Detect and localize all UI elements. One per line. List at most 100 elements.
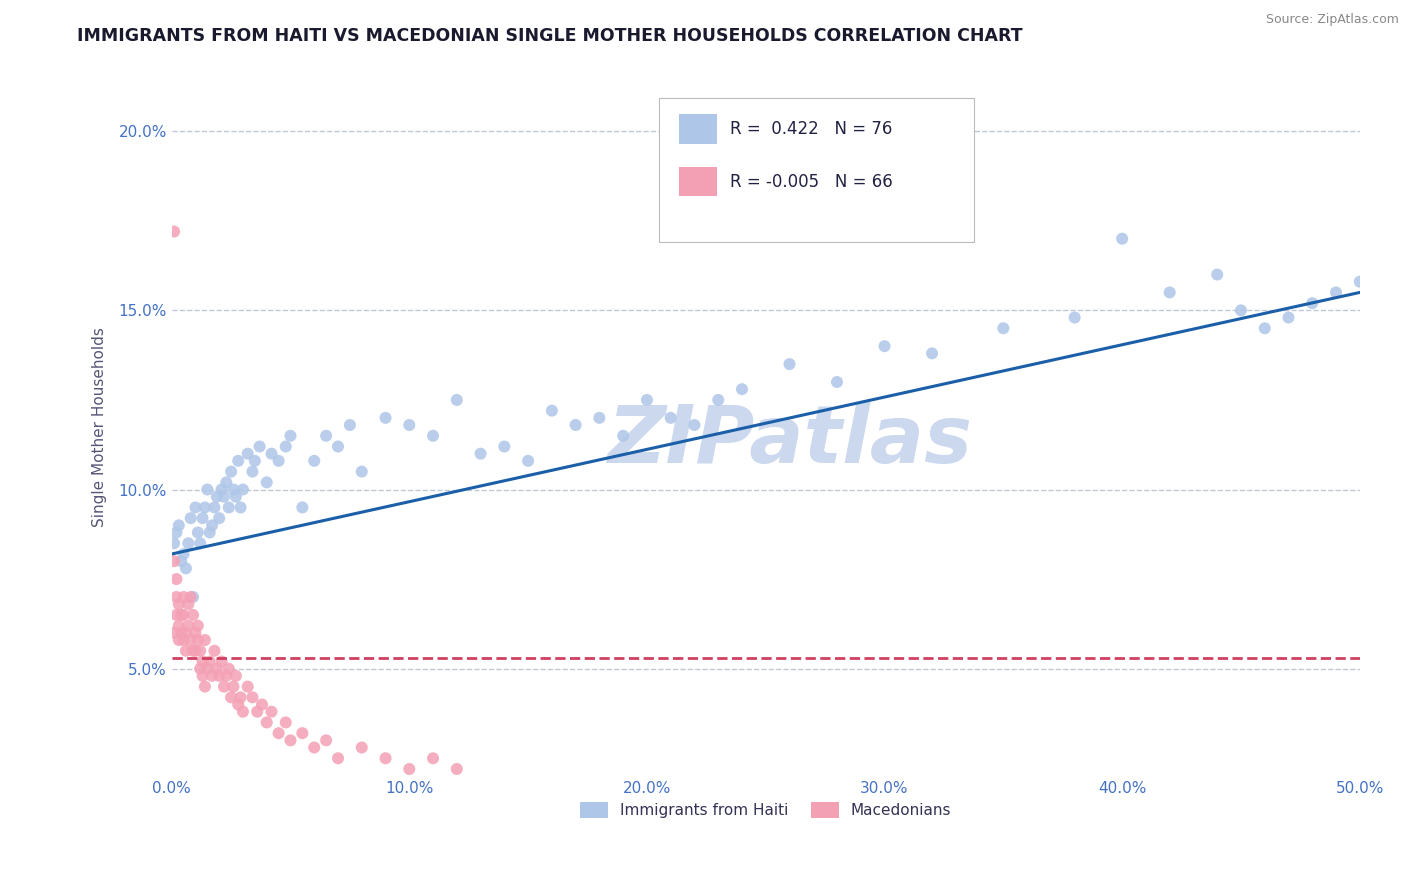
Point xyxy=(242,465,264,479)
Point xyxy=(446,392,468,407)
Point xyxy=(165,607,187,622)
Point xyxy=(170,554,193,568)
Point xyxy=(184,625,207,640)
Point xyxy=(256,715,278,730)
Point xyxy=(1111,232,1133,246)
Point xyxy=(173,590,195,604)
Point xyxy=(249,440,271,454)
Point xyxy=(541,403,564,417)
Point xyxy=(274,440,297,454)
Point xyxy=(1063,310,1085,325)
Point xyxy=(825,375,848,389)
Point xyxy=(201,518,224,533)
Point xyxy=(398,417,420,432)
Point xyxy=(707,392,730,407)
Point xyxy=(198,525,221,540)
Point xyxy=(205,490,228,504)
Point xyxy=(779,357,801,371)
Point xyxy=(225,669,247,683)
Point xyxy=(242,690,264,705)
Point xyxy=(211,655,233,669)
Point xyxy=(188,662,211,676)
Point xyxy=(470,447,492,461)
Point xyxy=(167,597,190,611)
Point xyxy=(1348,275,1371,289)
Point xyxy=(612,429,634,443)
Point xyxy=(165,572,187,586)
Point xyxy=(280,429,302,443)
Point xyxy=(229,500,252,515)
Point xyxy=(180,511,202,525)
Point xyxy=(204,500,226,515)
Point xyxy=(1254,321,1277,335)
Y-axis label: Single Mother Households: Single Mother Households xyxy=(93,326,107,527)
Text: IMMIGRANTS FROM HAITI VS MACEDONIAN SINGLE MOTHER HOUSEHOLDS CORRELATION CHART: IMMIGRANTS FROM HAITI VS MACEDONIAN SING… xyxy=(77,27,1024,45)
FancyBboxPatch shape xyxy=(659,98,973,242)
Point xyxy=(163,225,186,239)
Text: ZIPatlas: ZIPatlas xyxy=(607,401,972,480)
Point xyxy=(256,475,278,490)
Point xyxy=(374,751,396,765)
Point xyxy=(398,762,420,776)
Point xyxy=(315,429,337,443)
Point xyxy=(517,454,540,468)
Point xyxy=(187,632,209,647)
Point xyxy=(201,669,224,683)
Point xyxy=(180,632,202,647)
Point xyxy=(198,655,221,669)
Point xyxy=(304,740,326,755)
Point xyxy=(167,618,190,632)
Point xyxy=(350,740,373,755)
Point xyxy=(170,625,193,640)
Point xyxy=(173,632,195,647)
Point xyxy=(304,454,326,468)
Point xyxy=(167,518,190,533)
Text: R =  0.422   N = 76: R = 0.422 N = 76 xyxy=(730,120,893,138)
Point xyxy=(339,417,361,432)
Point xyxy=(422,751,444,765)
Point xyxy=(315,733,337,747)
Point xyxy=(194,680,217,694)
Point xyxy=(236,680,259,694)
Text: R = -0.005   N = 66: R = -0.005 N = 66 xyxy=(730,172,893,191)
Point xyxy=(212,680,235,694)
Bar xyxy=(679,114,717,144)
Point xyxy=(636,392,658,407)
Point xyxy=(274,715,297,730)
Point xyxy=(191,511,214,525)
Point xyxy=(208,669,231,683)
Point xyxy=(194,632,217,647)
Point xyxy=(1277,310,1299,325)
Point xyxy=(246,705,269,719)
Point xyxy=(236,447,259,461)
Point xyxy=(326,751,349,765)
Point xyxy=(446,762,468,776)
Point xyxy=(683,417,706,432)
Point xyxy=(174,625,197,640)
Point xyxy=(494,440,516,454)
Point xyxy=(173,607,195,622)
Point xyxy=(422,429,444,443)
Point xyxy=(267,726,290,740)
Point xyxy=(219,690,242,705)
Point xyxy=(291,726,314,740)
Point xyxy=(181,590,204,604)
Point xyxy=(219,465,242,479)
Bar xyxy=(679,167,717,196)
Point xyxy=(177,536,200,550)
Point xyxy=(191,669,214,683)
Point xyxy=(174,561,197,575)
Point xyxy=(659,410,682,425)
Point xyxy=(165,525,187,540)
Point xyxy=(250,698,273,712)
Point xyxy=(243,454,266,468)
Point xyxy=(205,662,228,676)
Point xyxy=(225,490,247,504)
Point xyxy=(188,536,211,550)
Point xyxy=(291,500,314,515)
Point xyxy=(260,705,283,719)
Point xyxy=(222,680,245,694)
Point xyxy=(1206,268,1229,282)
Point xyxy=(993,321,1015,335)
Point xyxy=(181,644,204,658)
